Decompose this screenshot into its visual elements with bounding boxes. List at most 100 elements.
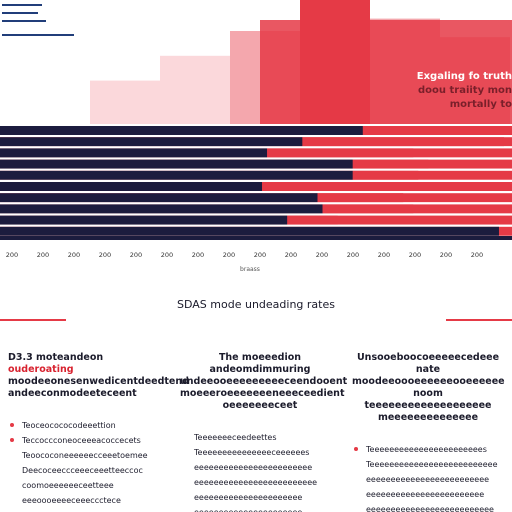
text-column: Unsooeboocoeeeeecedeee nate moodeeoooeee… bbox=[352, 352, 505, 512]
x-tick-label: 200 bbox=[161, 251, 173, 259]
bar-separator bbox=[0, 213, 512, 215]
bar-separator bbox=[0, 191, 512, 192]
column-heading: The moeeedion andeomdimmuring undeeooeee… bbox=[180, 352, 347, 412]
bar-series-1 bbox=[0, 204, 323, 214]
list-item: eeeeeeeeeeeeeeeeeeeeee bbox=[194, 493, 303, 502]
list-item: eeeeeeeeeeeeeeeeeeeeeeeee bbox=[194, 478, 318, 487]
heading-text: The moeeedion andeomdimmuring bbox=[209, 352, 311, 375]
list-item: eeeeeeeeeeeeeeeeeeeeeeee bbox=[194, 463, 313, 472]
bar-series-2 bbox=[287, 215, 338, 225]
x-tick-label: 200 bbox=[409, 251, 421, 259]
x-tick-label: 200 bbox=[68, 251, 80, 259]
heading-text: meeeeeeeeeeeeee bbox=[377, 412, 479, 423]
bullet-list: Teeeeeeeeeeeeeeeeeeeeeees Teeeeeeeeeeeee… bbox=[352, 442, 504, 512]
heading-text: andeeconmodeeteceent bbox=[8, 388, 137, 399]
legend bbox=[0, 0, 80, 40]
x-tick-label: 200 bbox=[347, 251, 359, 259]
bar-series-1 bbox=[0, 170, 353, 180]
x-tick-label: 200 bbox=[37, 251, 49, 259]
x-tick-label: 200 bbox=[99, 251, 111, 259]
x-tick-label: 200 bbox=[316, 251, 328, 259]
bar-series-2 bbox=[302, 137, 504, 147]
bar-series-2 bbox=[352, 170, 419, 180]
x-tick-label: 200 bbox=[192, 251, 204, 259]
heading-text: moodeeonesenwedicentdeedtend bbox=[8, 376, 189, 387]
heading-text: moeeeroeeeeeeeneeeceedient bbox=[180, 388, 345, 399]
list-item: Teoceocococodeeettion bbox=[8, 418, 168, 433]
bar-separator bbox=[0, 202, 512, 204]
bar-series-1 bbox=[0, 148, 268, 158]
list-item: coomoeeeeeeceetteee bbox=[22, 481, 114, 490]
bullet-list: Teeeeeeeceedeettes Teeeeeeeeeeeeeeeceeee… bbox=[180, 430, 340, 512]
bar-separator bbox=[0, 135, 512, 136]
bar-separator bbox=[0, 179, 512, 181]
x-tick-label: 200 bbox=[471, 251, 483, 259]
list-item: eeeoooeeeeceeeccctece bbox=[22, 496, 121, 505]
heading-text: moodeeoooeeeeeeooeeeeee bbox=[352, 376, 505, 387]
heading-text: D3.3 moteandeon bbox=[8, 352, 104, 363]
heading-text: noom teeeeeeeeeeeeeeeeeee bbox=[364, 388, 492, 411]
heading-text: undeeooeeeeeeeeeceendooent bbox=[180, 376, 348, 387]
legend-line bbox=[2, 20, 46, 22]
bar-series-2 bbox=[267, 148, 414, 158]
x-tick-label: 200 bbox=[378, 251, 390, 259]
list-item: eeeeeeeeeeeeeeeeeeeeeeeee bbox=[366, 475, 490, 484]
overlay-title-line: Exgaling fo truth bbox=[416, 71, 512, 82]
legend-line bbox=[2, 4, 42, 6]
legend-line bbox=[2, 12, 38, 14]
bar-series-1 bbox=[0, 126, 363, 135]
heading-text: Unsooeboocoeeeeecedeee nate bbox=[356, 352, 500, 375]
bar-series-2 bbox=[352, 159, 429, 169]
x-tick-label: 200 bbox=[223, 251, 235, 259]
x-tick-label: 200 bbox=[285, 251, 297, 259]
bar-series-1 bbox=[0, 182, 263, 191]
list-item: Teeeeeeeceedeettes bbox=[194, 433, 277, 442]
bar-series-2 bbox=[362, 126, 504, 135]
column-heading: Unsooeboocoeeeeecedeee nate moodeeoooeee… bbox=[352, 352, 505, 424]
divider-left bbox=[0, 319, 66, 321]
list-item: Teeeeeeeeeeeeeeeeeeeeeeeeee bbox=[366, 460, 498, 469]
bar-series-2 bbox=[322, 204, 414, 214]
x-tick-label: 200 bbox=[130, 251, 142, 259]
text-column: D3.3 moteandeon ouderoating moodeeonesen… bbox=[8, 352, 189, 508]
bar-series-1 bbox=[0, 159, 353, 169]
background-column bbox=[160, 55, 230, 124]
overlay-title-line: doou traiity mon bbox=[417, 85, 512, 96]
list-item: Teeeeeeeeeeeeeeeeeeeeeees bbox=[352, 442, 504, 457]
bullet-list: Teoceocococodeeettion Teccoccconeoceeeac… bbox=[8, 418, 168, 508]
overlay-title-line: mortally to bbox=[449, 99, 512, 110]
background-column bbox=[90, 80, 160, 124]
chart-subtitle: SDAS mode undeading rates bbox=[177, 298, 335, 311]
list-item: Deecoceeccceeeceeetteeccoc bbox=[22, 466, 143, 475]
heading-highlight: ouderoating bbox=[8, 364, 74, 375]
chart-overlay-title: Exgaling fo truth doou traiity mon morta… bbox=[402, 70, 512, 112]
list-item: eeeeeeeeeeeeeeeeeeeeee bbox=[180, 505, 340, 512]
x-tick-label: 200 bbox=[6, 251, 18, 259]
bar-series-1 bbox=[0, 137, 303, 147]
x-tick-label: 200 bbox=[440, 251, 452, 259]
bar-series-1 bbox=[0, 193, 318, 203]
x-tick-label: 200 bbox=[254, 251, 266, 259]
bar-series-2 bbox=[262, 182, 464, 191]
bar-separator bbox=[0, 146, 512, 148]
bar-separator bbox=[0, 157, 512, 159]
x-axis-label: braass bbox=[240, 266, 260, 273]
legend-line bbox=[2, 34, 74, 36]
bar-series-1 bbox=[0, 226, 499, 236]
background-column bbox=[260, 20, 512, 124]
bar-series-2 bbox=[317, 193, 404, 203]
heading-text: oeeeeeeeceet bbox=[222, 400, 298, 411]
column-heading: D3.3 moteandeon ouderoating moodeeonesen… bbox=[8, 352, 189, 400]
text-column: The moeeedion andeomdimmuring undeeooeee… bbox=[180, 352, 347, 512]
list-item: Teccoccconeoceeeacoccecets bbox=[8, 433, 168, 448]
bar-series-1 bbox=[0, 215, 288, 225]
bar-separator bbox=[0, 224, 512, 226]
list-item: Teoococoneeeeeecceeetoemee bbox=[22, 451, 148, 460]
list-item: eeeeeeeeeeeeeeeeeeeeeeeeee bbox=[366, 505, 494, 512]
baseline bbox=[0, 236, 512, 240]
list-item: Teeeeeeeeeeeeeeeceeeeees bbox=[194, 448, 310, 457]
bar-separator bbox=[0, 168, 512, 170]
bar-chart: 200 200 200 200 200 200 200 200 200 200 200 200 200 2… bbox=[0, 0, 512, 259]
list-item: eeeeeeeeeeeeeeeeeeeeeeee bbox=[366, 490, 485, 499]
divider-right bbox=[446, 319, 512, 321]
